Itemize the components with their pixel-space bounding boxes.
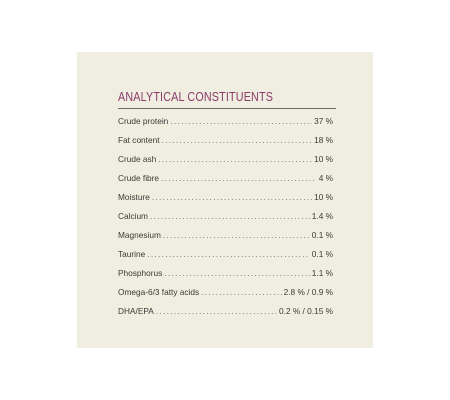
constituents-list: Crude protein 37 % Fat content 18 % Crud… — [118, 112, 333, 321]
constituent-value: 0.1 % — [311, 230, 333, 240]
dot-leader — [161, 169, 317, 188]
constituent-value: 0.2 % / 0.15 % — [279, 306, 333, 316]
constituent-label: Taurine — [118, 249, 146, 259]
constituent-label: Omega-6/3 fatty acids — [118, 287, 200, 297]
dot-leader — [150, 207, 310, 226]
dot-leader — [147, 245, 310, 264]
dot-leader — [156, 302, 277, 321]
constituent-label: Crude ash — [118, 154, 157, 164]
constituent-value: 18 % — [314, 135, 333, 145]
constituent-row: Calcium 1.4 % — [118, 207, 333, 226]
constituent-label: Moisture — [118, 192, 150, 202]
constituent-label: Magnesium — [118, 230, 161, 240]
constituent-value: 37 % — [314, 116, 333, 126]
constituent-label: Crude fibre — [118, 173, 160, 183]
dot-leader — [164, 264, 310, 283]
nutrition-panel: ANALYTICAL CONSTITUENTS Crude protein 37… — [77, 52, 373, 348]
constituent-value: 4 % — [318, 173, 333, 183]
constituent-row: Omega-6/3 fatty acids 2.8 % / 0.9 % — [118, 283, 333, 302]
constituent-row: Magnesium 0.1 % — [118, 226, 333, 245]
constituent-value: 0.1 % — [311, 249, 333, 259]
constituent-row: Taurine 0.1 % — [118, 245, 333, 264]
dot-leader — [201, 283, 281, 302]
constituent-label: Fat content — [118, 135, 160, 145]
section-heading: ANALYTICAL CONSTITUENTS — [118, 90, 274, 104]
constituent-value: 10 % — [314, 154, 333, 164]
constituent-row: Crude fibre 4 % — [118, 169, 333, 188]
constituent-label: Crude protein — [118, 116, 169, 126]
constituent-label: DHA/EPA — [118, 306, 154, 316]
dot-leader — [162, 131, 313, 150]
constituent-row: Crude protein 37 % — [118, 112, 333, 131]
constituent-row: DHA/EPA 0.2 % / 0.15 % — [118, 302, 333, 321]
constituent-row: Crude ash 10 % — [118, 150, 333, 169]
constituent-value: 1.4 % — [311, 211, 333, 221]
constituent-label: Calcium — [118, 211, 148, 221]
dot-leader — [163, 226, 310, 245]
constituent-row: Moisture 10 % — [118, 188, 333, 207]
constituent-value: 1.1 % — [311, 268, 333, 278]
constituent-value: 10 % — [314, 192, 333, 202]
constituent-row: Phosphorus 1.1 % — [118, 264, 333, 283]
dot-leader — [170, 112, 312, 131]
constituent-label: Phosphorus — [118, 268, 163, 278]
constituent-value: 2.8 % / 0.9 % — [283, 287, 333, 297]
dot-leader — [158, 150, 312, 169]
constituent-row: Fat content 18 % — [118, 131, 333, 150]
dot-leader — [152, 188, 312, 207]
heading-divider — [118, 108, 336, 109]
